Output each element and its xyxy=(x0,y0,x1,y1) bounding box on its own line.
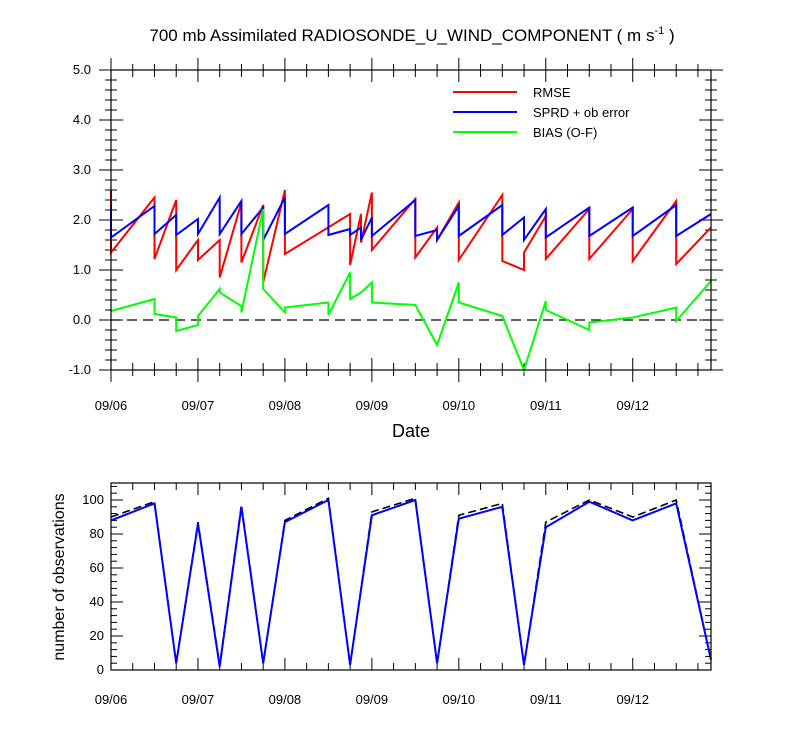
series-line-sprd-ob-error xyxy=(110,193,712,244)
y-tick-label: 80 xyxy=(90,526,104,541)
top-tick-labels: 09/06 09/07 09/08 09/09 09/10 09/11 09/12 -1.0 0… xyxy=(69,62,649,413)
y-tick-label: -1.0 xyxy=(69,362,91,377)
x-tick-label: 09/09 xyxy=(356,398,389,413)
x-tick-label: 09/10 xyxy=(443,692,476,707)
legend-label: SPRD + ob error xyxy=(533,105,630,120)
top-axis-ticks xyxy=(99,58,723,382)
chart-title-superscript: -1 xyxy=(654,25,664,37)
y-tick-label: 100 xyxy=(82,492,104,507)
y-tick-label: 20 xyxy=(90,628,104,643)
y-tick-label: 5.0 xyxy=(73,62,91,77)
x-tick-label: 09/06 xyxy=(95,398,128,413)
chart-title-main: 700 mb Assimilated RADIOSONDE_U_WIND_COM… xyxy=(149,26,654,45)
y-tick-label: 0 xyxy=(97,662,104,677)
series-line-bias-o-f xyxy=(110,208,712,373)
legend-label: BIAS (O-F) xyxy=(533,125,597,140)
x-tick-label: 09/11 xyxy=(530,692,562,707)
x-tick-label: 09/09 xyxy=(356,692,389,707)
y-tick-label: 60 xyxy=(90,560,104,575)
bottom-axis-ticks xyxy=(110,483,711,671)
x-tick-label: 09/07 xyxy=(182,692,215,707)
y-tick-label: 0.0 xyxy=(73,312,91,327)
legend: RMSE SPRD + ob error BIAS (O-F) xyxy=(453,85,630,140)
legend-label: RMSE xyxy=(533,85,571,100)
chart-title-tail: ) xyxy=(664,26,674,45)
y-tick-label: 3.0 xyxy=(73,162,91,177)
x-tick-label: 09/11 xyxy=(530,398,562,413)
x-tick-label: 09/08 xyxy=(269,398,302,413)
x-tick-label: 09/12 xyxy=(616,692,649,707)
series-line-rmse xyxy=(110,189,712,283)
x-tick-label: 09/07 xyxy=(182,398,215,413)
x-tick-label: 09/10 xyxy=(443,398,476,413)
series-line-possible xyxy=(110,497,712,666)
y-axis-label: number of observations xyxy=(51,493,68,660)
bottom-series-group xyxy=(110,497,712,667)
y-tick-label: 40 xyxy=(90,594,104,609)
series-line-used xyxy=(110,498,712,667)
y-tick-label: 1.0 xyxy=(73,262,91,277)
top-panel: 700 mb Assimilated RADIOSONDE_U_WIND_COM… xyxy=(69,25,723,441)
top-series-group xyxy=(110,189,712,373)
y-tick-label: 2.0 xyxy=(73,212,91,227)
bottom-tick-labels: 09/06 09/07 09/08 09/09 09/10 09/11 09/12 0 20 40… xyxy=(82,492,649,707)
bottom-panel: 09/06 09/07 09/08 09/09 09/10 09/11 09/12 0 20 40… xyxy=(51,482,712,707)
x-tick-label: 09/12 xyxy=(616,398,649,413)
x-tick-label: 09/08 xyxy=(269,692,302,707)
y-tick-label: 4.0 xyxy=(73,112,91,127)
chart-title: 700 mb Assimilated RADIOSONDE_U_WIND_COM… xyxy=(149,25,674,45)
top-plot-frame xyxy=(110,69,712,371)
x-tick-label: 09/06 xyxy=(95,692,128,707)
bottom-plot-frame xyxy=(110,482,712,671)
x-axis-label: Date xyxy=(392,421,430,441)
